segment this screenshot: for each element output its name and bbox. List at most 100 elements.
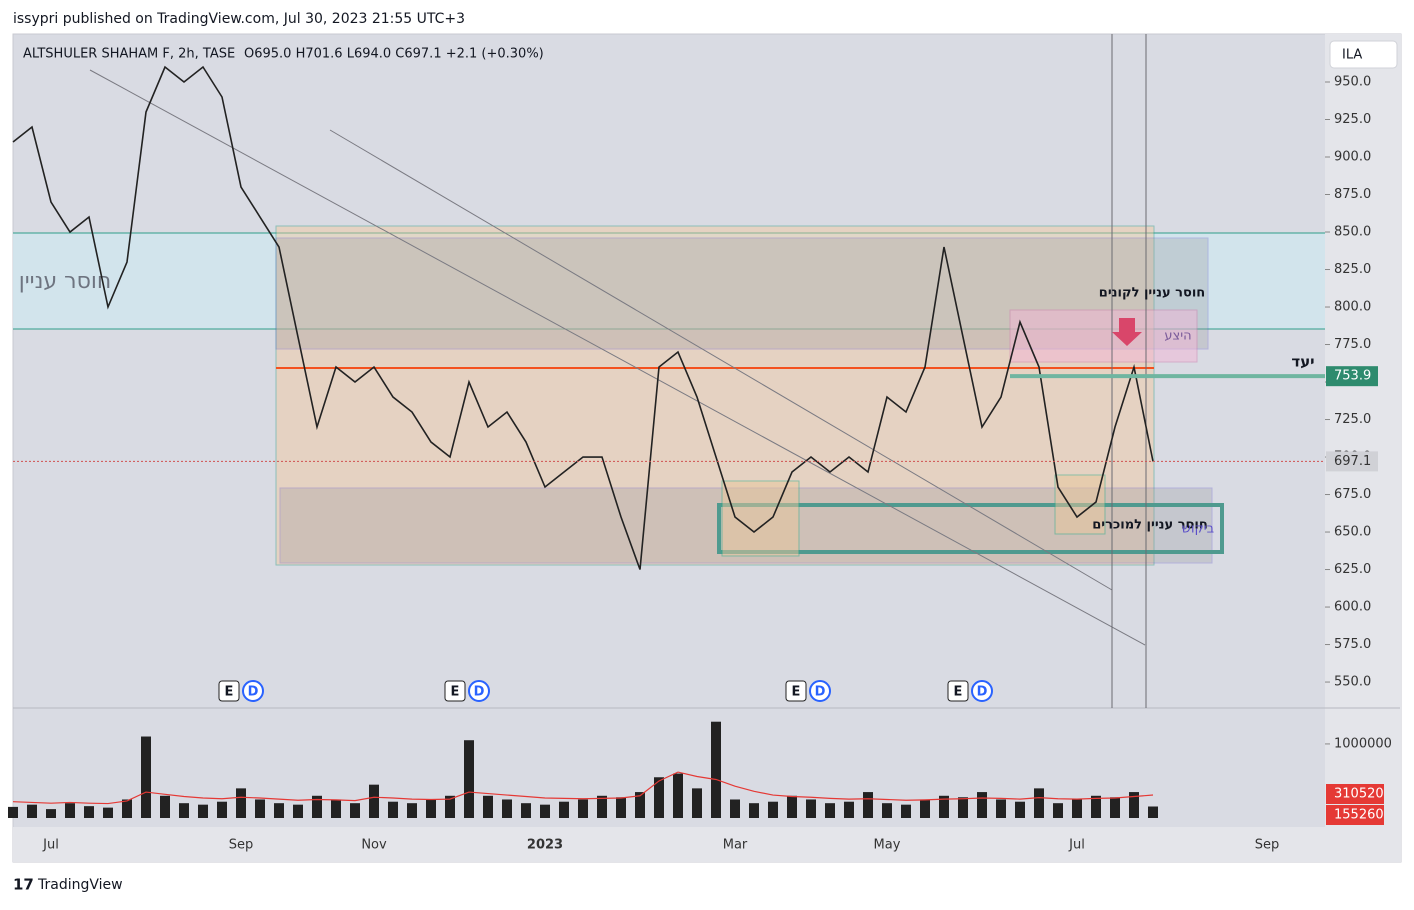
volume-bar — [977, 792, 987, 818]
annotation: חוסר עניין למוכרים — [1092, 518, 1208, 533]
volume-bar — [521, 803, 531, 818]
symbol-title: ALTSHULER SHAHAM F, 2h, TASE — [23, 47, 235, 62]
event-d-label: D — [248, 685, 259, 700]
volume-bar — [559, 801, 569, 818]
volume-bar — [825, 803, 835, 818]
volume-bar — [350, 803, 360, 818]
annotation: ביקוש — [1182, 522, 1214, 537]
volume-bar — [635, 792, 645, 818]
event-e-label: E — [225, 685, 234, 700]
volume-bar — [445, 795, 455, 818]
volume-bar — [103, 807, 113, 818]
volume-bar — [141, 736, 151, 818]
event-d — [242, 680, 264, 702]
volume-bar — [27, 804, 37, 818]
event-d — [971, 680, 993, 702]
volume-bar — [920, 799, 930, 818]
time-axis-bg — [13, 827, 1325, 862]
volume-bar — [502, 799, 512, 818]
volume-bar — [863, 792, 873, 818]
volume-bar — [1072, 799, 1082, 818]
y-tick-label: 925.0 — [1334, 112, 1371, 127]
y-tick-label: 675.0 — [1334, 487, 1371, 502]
volume-badge-label: 155260 — [1334, 808, 1384, 823]
event-e-label: E — [954, 685, 963, 700]
volume-bar — [236, 788, 246, 818]
volume-bar — [8, 806, 18, 818]
volume-bar — [749, 803, 759, 818]
volume-badge — [1326, 784, 1384, 804]
volume-bar — [711, 721, 721, 818]
target-value: 753.9 — [1334, 369, 1371, 384]
volume-bar — [654, 777, 664, 818]
volume-bar — [84, 806, 94, 818]
x-tick-label: 2023 — [527, 838, 563, 853]
volume-bar — [1034, 788, 1044, 818]
volume-bar — [483, 795, 493, 818]
volume-bar — [312, 795, 322, 818]
footer-logo: 17 — [13, 876, 34, 894]
volume-bar — [1091, 795, 1101, 818]
event-e-label: E — [451, 685, 460, 700]
base-box — [721, 480, 800, 557]
down-arrow — [1112, 318, 1142, 346]
volume-bar — [901, 804, 911, 818]
volume-bar — [730, 799, 740, 818]
last-price-label: 697.1 — [1334, 454, 1371, 469]
x-tick-label: Jul — [1068, 838, 1085, 853]
volume-bar — [597, 795, 607, 818]
event-d-label: D — [977, 685, 988, 700]
volume-bar — [806, 799, 816, 818]
volume-bar — [958, 797, 968, 818]
y-tick-label: 800.0 — [1334, 300, 1371, 315]
y-tick-label: 550.0 — [1334, 675, 1371, 690]
volume-bar — [407, 803, 417, 818]
volume-bar — [65, 803, 75, 818]
volume-bar — [787, 795, 797, 818]
y-tick-label: 725.0 — [1334, 412, 1371, 427]
footer-brand: TradingView — [37, 877, 123, 893]
trend-line — [329, 129, 1113, 591]
event-e — [218, 680, 240, 702]
x-tick-label: Mar — [723, 838, 748, 853]
volume-bar — [122, 799, 132, 818]
chart-frame — [12, 33, 1402, 863]
volume-bar — [1053, 803, 1063, 818]
y-tick-label: 775.0 — [1334, 337, 1371, 352]
volume-badge — [1326, 805, 1384, 825]
event-e — [444, 680, 466, 702]
event-e — [785, 680, 807, 702]
currency-button[interactable] — [1329, 40, 1398, 69]
event-d — [809, 680, 831, 702]
volume-bar — [160, 795, 170, 818]
y-tick-label: 625.0 — [1334, 562, 1371, 577]
volume-bar — [996, 799, 1006, 818]
x-tick-label: Jul — [42, 838, 59, 853]
annotation: היצע — [1164, 329, 1191, 344]
y-tick-label: 825.0 — [1334, 262, 1371, 277]
volume-bar — [388, 801, 398, 818]
y-tick-label: 650.0 — [1334, 525, 1371, 540]
supply-box — [1009, 309, 1198, 363]
y-tick-label: 850.0 — [1334, 225, 1371, 240]
volume-bar — [939, 795, 949, 818]
volume-bar — [369, 784, 379, 818]
volume-bar — [331, 799, 341, 818]
trend-line — [89, 69, 1146, 646]
volume-ma — [12, 771, 1154, 805]
x-tick-label: Nov — [361, 838, 387, 853]
volume-bar — [255, 799, 265, 818]
volume-bar — [293, 804, 303, 818]
volume-bar — [882, 803, 892, 818]
demand-box — [717, 503, 1224, 554]
volume-bar — [673, 773, 683, 818]
volume-bar — [464, 740, 474, 818]
y-tick-label: 875.0 — [1334, 187, 1371, 202]
price-axis-bg — [1325, 34, 1401, 862]
volume-bar — [578, 799, 588, 818]
volume-bar — [217, 801, 227, 818]
volume-badge-label: 310520 — [1334, 787, 1384, 802]
range-box — [275, 225, 1155, 566]
ohlc: O695.0 H701.6 L694.0 C697.1 +2.1 (+0.30%… — [244, 47, 544, 62]
volume-bar — [768, 801, 778, 818]
